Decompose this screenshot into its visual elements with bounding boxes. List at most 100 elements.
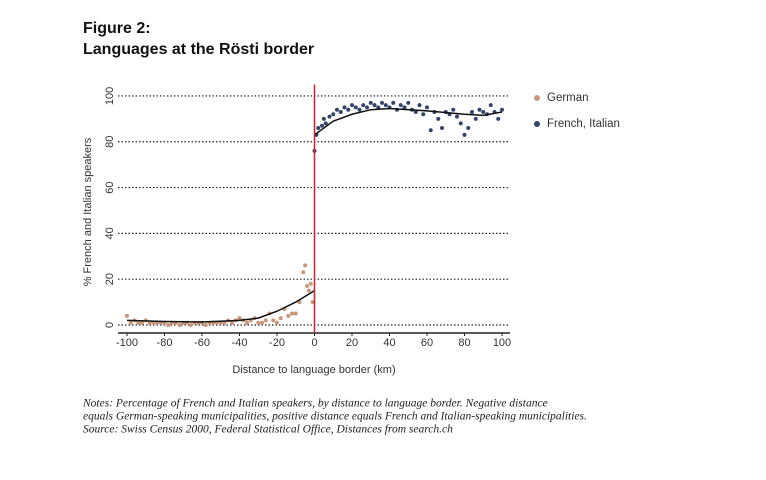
x-tick-label: -40 [232, 337, 248, 349]
point [256, 320, 261, 325]
point [436, 116, 441, 121]
point [462, 132, 467, 137]
point [203, 322, 208, 327]
point [188, 322, 193, 327]
point [376, 105, 381, 110]
point [488, 103, 493, 108]
x-tick-label: 100 [493, 337, 511, 349]
point [166, 322, 171, 327]
point [290, 311, 294, 316]
x-tick-label: 0 [311, 337, 317, 349]
point [335, 107, 339, 112]
point [458, 121, 463, 126]
point [440, 126, 444, 131]
point [406, 100, 411, 105]
legend-label: French, Italian [547, 118, 620, 130]
point [136, 320, 141, 325]
point [413, 109, 418, 114]
point [125, 313, 129, 318]
point [346, 107, 351, 112]
point [428, 128, 433, 133]
point [140, 320, 144, 325]
y-tick-label: 100 [104, 87, 116, 105]
legend-marker [534, 95, 540, 101]
x-tick-label: 60 [421, 337, 433, 349]
point [338, 109, 343, 114]
y-tick-label: 80 [104, 136, 116, 148]
point [425, 105, 429, 110]
y-axis-label: % French and Italian speakers [82, 137, 94, 286]
point [398, 103, 403, 108]
point [350, 103, 354, 108]
point [481, 109, 486, 114]
point [327, 114, 332, 119]
fit-line [126, 289, 315, 323]
point [310, 300, 315, 305]
y-tick-label: 20 [104, 273, 116, 285]
point [286, 313, 291, 318]
legend-marker [534, 121, 540, 127]
point [372, 103, 377, 108]
point [275, 320, 279, 325]
chart-subtitle: Languages at the Rösti border [83, 41, 314, 58]
point [263, 318, 268, 323]
point [293, 311, 298, 316]
x-tick-label: -100 [116, 337, 138, 349]
note: Notes: Percentage of French and Italian … [82, 398, 548, 410]
point [421, 112, 426, 117]
point [237, 316, 242, 321]
y-tick-label: 40 [104, 227, 116, 239]
point [320, 123, 324, 128]
y-tick-label: 0 [104, 322, 116, 328]
point [500, 107, 504, 112]
point [177, 322, 182, 327]
point [316, 126, 321, 131]
point [331, 112, 336, 117]
point [278, 316, 283, 321]
y-tick-label: 60 [104, 181, 116, 193]
point [301, 270, 306, 275]
point [342, 105, 347, 110]
x-tick-label: 20 [346, 337, 358, 349]
point [383, 103, 388, 108]
point [455, 114, 459, 119]
x-tick-label: -20 [269, 337, 285, 349]
point [353, 105, 358, 110]
point [357, 107, 362, 112]
x-tick-label: -60 [194, 337, 210, 349]
point [451, 107, 456, 112]
point [321, 116, 326, 121]
point [245, 320, 249, 325]
note: equals German-speaking municipalities, p… [83, 411, 587, 423]
point [417, 103, 422, 108]
point [271, 318, 276, 323]
point [380, 100, 384, 105]
x-tick-label: 80 [458, 337, 470, 349]
point [477, 107, 482, 112]
point [391, 100, 396, 105]
fit-line [314, 107, 503, 136]
point [230, 320, 234, 325]
point [473, 116, 478, 121]
point [323, 121, 328, 126]
point [128, 320, 133, 325]
point [466, 126, 471, 131]
chart-title: Figure 2: [83, 20, 151, 37]
x-tick-label: -80 [157, 337, 173, 349]
point [305, 284, 309, 289]
point [361, 103, 366, 108]
point [496, 116, 501, 121]
legend-label: German [547, 92, 589, 104]
x-axis-label: Distance to language border (km) [232, 364, 395, 376]
point [303, 263, 308, 268]
note: Source: Swiss Census 2000, Federal Stati… [83, 424, 453, 436]
point [260, 320, 264, 325]
point [402, 105, 407, 110]
point [308, 281, 313, 286]
point [365, 105, 369, 110]
point [368, 100, 373, 105]
point [470, 109, 474, 114]
point [306, 288, 311, 293]
x-tick-label: 40 [383, 337, 395, 349]
